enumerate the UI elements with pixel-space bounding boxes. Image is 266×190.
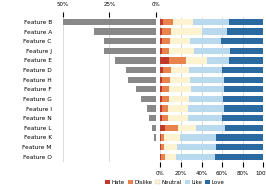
Bar <box>160 48 162 54</box>
Bar <box>221 38 263 44</box>
Bar <box>149 115 156 121</box>
Bar <box>136 86 156 92</box>
Legend: Hate, Dislike, Neutral, Like, Love: Hate, Dislike, Neutral, Like, Love <box>103 178 227 187</box>
Bar <box>186 57 207 63</box>
Bar <box>216 134 263 141</box>
Bar <box>190 77 224 83</box>
Bar <box>229 57 263 63</box>
Bar <box>224 77 263 83</box>
Bar <box>229 19 263 25</box>
Bar <box>164 134 180 141</box>
Bar <box>194 48 230 54</box>
Bar <box>222 115 263 121</box>
Bar <box>224 105 263 112</box>
Bar <box>164 144 177 150</box>
Bar <box>177 144 216 150</box>
Bar <box>162 38 170 44</box>
Bar <box>162 115 168 121</box>
Bar <box>188 105 224 112</box>
Bar <box>170 77 190 83</box>
Bar <box>160 67 163 73</box>
Bar <box>190 38 221 44</box>
Bar <box>171 28 202 35</box>
Bar <box>160 96 162 102</box>
Bar <box>222 67 263 73</box>
Bar <box>168 115 188 121</box>
Bar <box>165 154 176 160</box>
Bar <box>141 96 156 102</box>
Bar <box>63 19 156 25</box>
Bar <box>161 154 165 160</box>
Bar <box>147 105 156 112</box>
Bar <box>160 19 163 25</box>
Bar <box>94 28 156 35</box>
Bar <box>154 134 156 141</box>
Bar <box>160 77 162 83</box>
Bar <box>191 86 224 92</box>
Bar <box>165 125 178 131</box>
Bar <box>230 48 263 54</box>
Bar <box>161 134 164 141</box>
Bar <box>160 86 162 92</box>
Bar <box>126 67 156 73</box>
Bar <box>160 28 162 35</box>
Bar <box>162 77 170 83</box>
Bar <box>223 96 263 102</box>
Bar <box>160 154 161 160</box>
Bar <box>216 144 263 150</box>
Bar <box>176 154 215 160</box>
Bar <box>152 125 156 131</box>
Bar <box>225 125 263 131</box>
Bar <box>162 96 169 102</box>
Bar <box>227 28 263 35</box>
Bar <box>160 57 169 63</box>
Bar <box>162 105 168 112</box>
Bar <box>189 96 223 102</box>
Bar <box>170 38 190 44</box>
Bar <box>178 125 196 131</box>
Bar <box>162 86 169 92</box>
Bar <box>168 105 188 112</box>
Bar <box>162 28 171 35</box>
Bar <box>104 48 156 54</box>
Bar <box>189 67 222 73</box>
Bar <box>160 125 165 131</box>
Bar <box>169 48 194 54</box>
Bar <box>161 144 164 150</box>
Bar <box>188 115 222 121</box>
Bar <box>193 19 229 25</box>
Bar <box>160 105 162 112</box>
Bar <box>169 86 191 92</box>
Bar <box>128 77 156 83</box>
Bar <box>115 57 156 63</box>
Bar <box>160 144 161 150</box>
Bar <box>162 48 169 54</box>
Bar <box>160 134 161 141</box>
Bar <box>169 96 189 102</box>
Bar <box>180 134 216 141</box>
Bar <box>169 57 186 63</box>
Bar <box>163 19 173 25</box>
Bar <box>215 154 263 160</box>
Bar <box>196 125 225 131</box>
Bar <box>173 19 193 25</box>
Bar <box>171 67 189 73</box>
Bar <box>202 28 227 35</box>
Bar <box>163 67 171 73</box>
Bar <box>160 115 162 121</box>
Bar <box>224 86 263 92</box>
Bar <box>207 57 229 63</box>
Bar <box>104 38 156 44</box>
Bar <box>160 38 162 44</box>
